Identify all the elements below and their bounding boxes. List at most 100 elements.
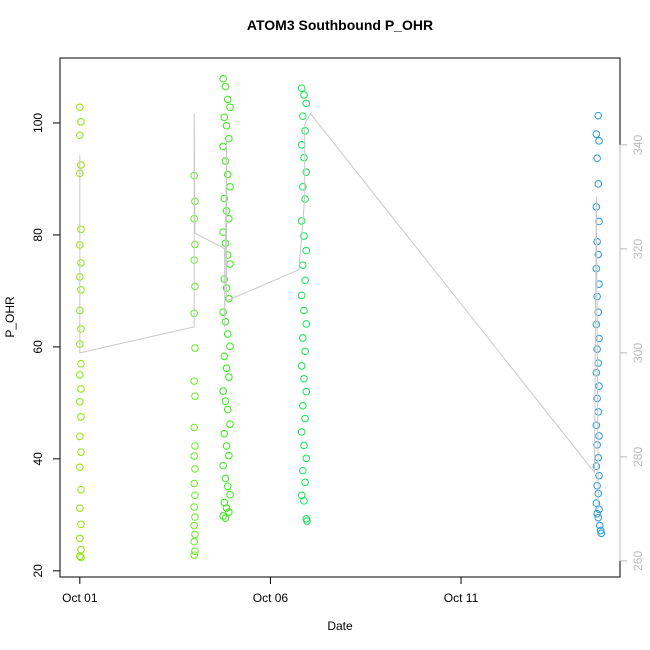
point [225, 508, 233, 516]
point [221, 514, 230, 523]
point [597, 529, 606, 538]
point [226, 490, 234, 499]
point [595, 471, 603, 480]
point [77, 413, 85, 421]
point [302, 387, 311, 396]
point [302, 320, 311, 328]
point [226, 420, 234, 428]
point [297, 217, 306, 225]
point [191, 491, 199, 500]
point [300, 375, 308, 383]
point [190, 521, 198, 530]
point [221, 474, 230, 483]
point [77, 485, 85, 494]
point [226, 182, 234, 191]
point [595, 432, 603, 440]
point [301, 276, 309, 285]
point [303, 517, 311, 525]
point [592, 368, 601, 377]
point [190, 423, 198, 432]
point [77, 520, 85, 529]
y-tick-label: 40 [31, 452, 45, 466]
y-tick-label: 80 [31, 228, 45, 242]
point [223, 330, 232, 338]
point [220, 113, 229, 122]
point [77, 553, 85, 562]
point [297, 362, 306, 370]
point [595, 505, 603, 514]
y2-tick-label: 340 [631, 135, 645, 155]
point [76, 504, 84, 512]
point [219, 142, 227, 151]
point [299, 401, 307, 410]
point [76, 131, 84, 140]
point [76, 397, 84, 406]
point [221, 397, 230, 406]
point [77, 259, 85, 267]
point [301, 414, 309, 423]
point [190, 377, 198, 385]
point [77, 285, 85, 294]
chart-title: ATOM3 Southbound P_OHR [247, 17, 433, 33]
point [594, 359, 603, 367]
point [226, 342, 234, 351]
point [219, 387, 227, 395]
x-tick-label: Oct 01 [62, 591, 98, 605]
point [302, 99, 311, 108]
point [595, 521, 604, 530]
point [594, 408, 603, 416]
point [190, 551, 198, 559]
point [191, 513, 199, 521]
point [299, 334, 307, 342]
point [221, 157, 230, 165]
point [191, 240, 199, 249]
y2-tick-label: 320 [631, 239, 645, 259]
point [76, 463, 84, 472]
y-tick-label: 100 [31, 113, 45, 133]
point [593, 481, 601, 490]
point [592, 320, 601, 329]
point [191, 392, 199, 400]
point [191, 344, 199, 352]
x-tick-label: Oct 06 [253, 591, 289, 605]
point [190, 537, 198, 546]
point [223, 482, 232, 491]
point [300, 153, 308, 162]
point [302, 246, 311, 255]
point [299, 261, 307, 269]
point [219, 74, 227, 83]
point [222, 504, 231, 512]
point [300, 306, 308, 315]
point [300, 497, 308, 505]
point [220, 352, 229, 361]
point [221, 317, 230, 326]
point [223, 405, 232, 414]
point [300, 441, 308, 450]
point [592, 499, 601, 507]
point [300, 91, 308, 99]
point [76, 103, 84, 112]
point [594, 111, 603, 120]
point [222, 121, 231, 130]
x-axis-label: Date [327, 619, 353, 633]
point [220, 429, 229, 438]
point [222, 442, 231, 450]
point [190, 503, 198, 511]
point [593, 441, 601, 449]
point [76, 432, 84, 441]
point [77, 161, 85, 169]
y2-tick-label: 300 [631, 343, 645, 363]
y2-tick-label: 280 [631, 447, 645, 467]
point [592, 462, 601, 470]
point [76, 552, 84, 561]
point [299, 182, 307, 191]
point [77, 448, 85, 456]
point [595, 137, 603, 145]
point [219, 512, 227, 520]
point [297, 84, 306, 93]
point [190, 479, 198, 488]
y-tick-label: 60 [31, 340, 45, 354]
point [301, 347, 309, 356]
point [220, 194, 229, 203]
